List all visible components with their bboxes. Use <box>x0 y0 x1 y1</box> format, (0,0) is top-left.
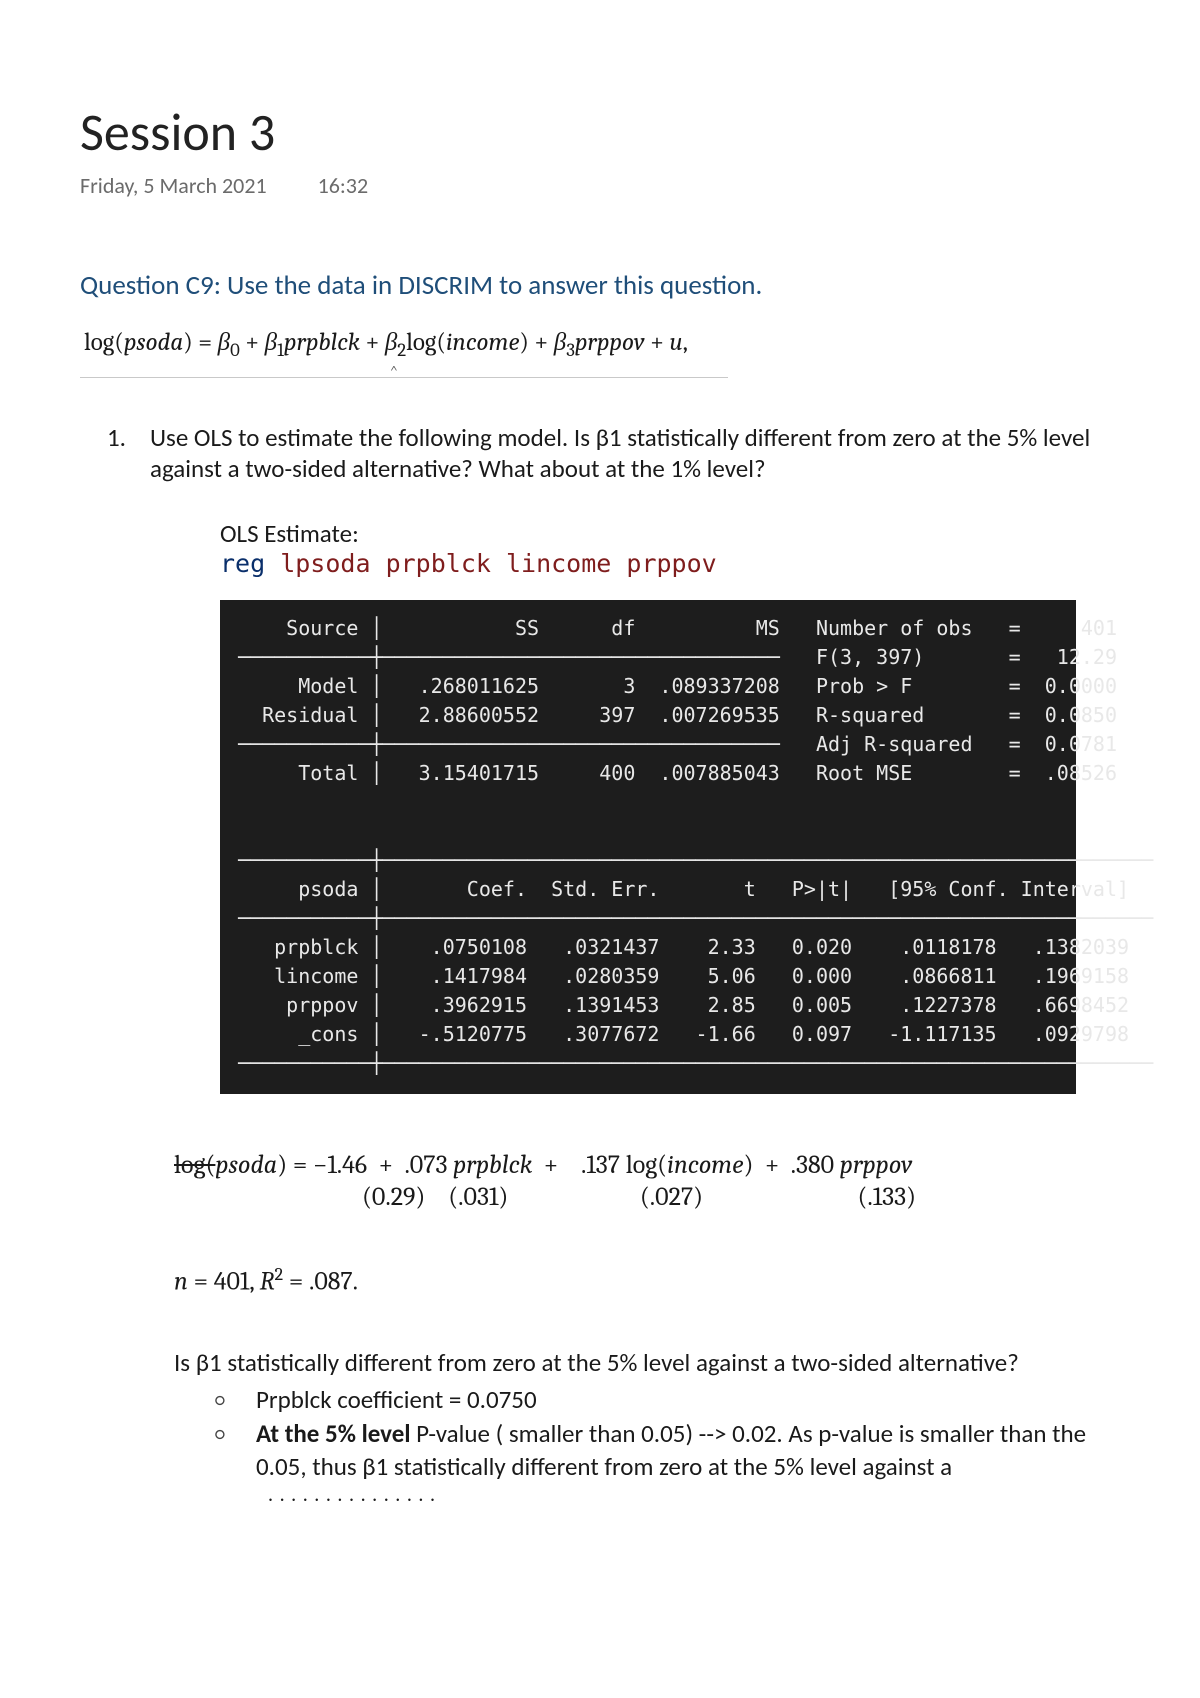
followup-bullets: ○ Prpblck coefficient = 0.0750 ○ At the … <box>210 1384 1134 1508</box>
page-meta: Friday, 5 March 2021 16:32 <box>80 172 1134 199</box>
stata-args: lpsoda prpblck lincome prppov <box>265 549 717 578</box>
bullet-icon: ○ <box>210 1418 230 1483</box>
stata-keyword: reg <box>220 549 265 578</box>
caret-icon: ^ <box>390 362 398 379</box>
question-body: Use OLS to estimate the following model.… <box>150 422 1134 1507</box>
model-equation-text: log(psoda) = β0 + β1prpblck + β2log(inco… <box>84 328 688 357</box>
stata-output: Source │ SS df MS Number of obs = 401 ──… <box>220 600 1076 1094</box>
list-item: ○ Prpblck coefficient = 0.0750 <box>210 1384 1134 1417</box>
result-eq-rhs: −1.46 + .073 prpblck + .137 log(income) … <box>307 1150 912 1180</box>
result-equation: log(psoda) = −1.46 + .073 prpblck + .137… <box>174 1150 1134 1212</box>
question-heading: Question C9: Use the data in DISCRIM to … <box>80 269 1134 302</box>
bullet-icon: ○ <box>210 1384 230 1417</box>
result-eq-row1: log(psoda) = −1.46 + .073 prpblck + .137… <box>174 1150 1134 1180</box>
stata-command: reg lpsoda prpblck lincome prppov <box>220 549 1134 578</box>
followup-question: Is β1 statistically different from zero … <box>174 1347 1134 1378</box>
page-title: Session 3 <box>80 100 1134 164</box>
page-date: Friday, 5 March 2021 <box>80 172 267 199</box>
bullet-text-1: Prpblck coefficient = 0.0750 <box>256 1384 1134 1417</box>
page: Session 3 Friday, 5 March 2021 16:32 Que… <box>0 0 1200 1507</box>
result-eq-se-row: (0.29) (.031) (.027) (.133) <box>174 1182 1134 1212</box>
question-prompt: Use OLS to estimate the following model.… <box>150 422 1134 484</box>
model-equation: log(psoda) = β0 + β1prpblck + β2log(inco… <box>80 324 728 378</box>
question-number: 1. <box>80 422 126 1507</box>
result-eq-lhs: log(psoda) = <box>174 1150 307 1180</box>
ols-label: OLS Estimate: <box>220 518 1134 549</box>
page-time: 16:32 <box>318 172 369 199</box>
bullet-text-2: At the 5% level P-value ( smaller than 0… <box>256 1418 1134 1483</box>
list-item: ○ At the 5% level P-value ( smaller than… <box>210 1418 1134 1483</box>
question-list: 1. Use OLS to estimate the following mod… <box>80 422 1134 1507</box>
question-item-1: 1. Use OLS to estimate the following mod… <box>80 422 1134 1507</box>
ols-block: OLS Estimate: reg lpsoda prpblck lincome… <box>220 518 1134 1507</box>
truncated-line: . . . . . . . . . . . . . . . <box>268 1483 1134 1507</box>
n-r2-line: n = 401, R2 = .087. <box>174 1264 1134 1297</box>
